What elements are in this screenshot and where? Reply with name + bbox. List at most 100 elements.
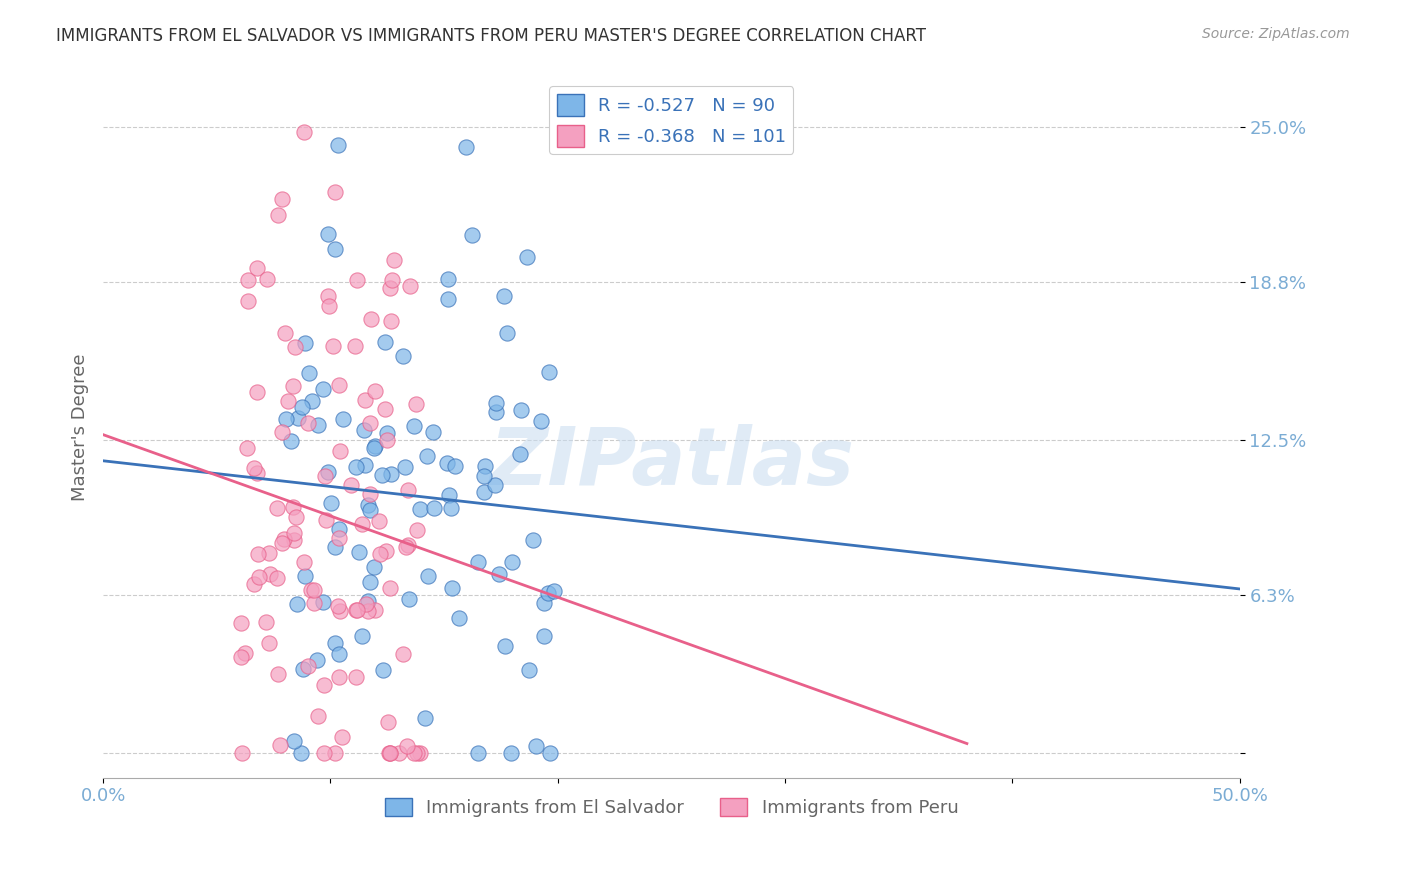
Point xyxy=(291,400,314,414)
Point xyxy=(357,604,380,618)
Point xyxy=(298,367,321,381)
Point xyxy=(485,405,508,419)
Text: IMMIGRANTS FROM EL SALVADOR VS IMMIGRANTS FROM PERU MASTER'S DEGREE CORRELATION : IMMIGRANTS FROM EL SALVADOR VS IMMIGRANT… xyxy=(56,27,927,45)
Point xyxy=(344,460,367,475)
Point xyxy=(357,594,380,608)
Point xyxy=(305,652,328,666)
Point xyxy=(375,426,398,441)
Point xyxy=(371,663,394,677)
Point xyxy=(284,340,307,354)
Point xyxy=(238,293,260,308)
Point xyxy=(499,746,522,760)
Point xyxy=(444,458,467,473)
Point xyxy=(291,662,314,676)
Point xyxy=(231,746,253,760)
Point xyxy=(271,425,294,439)
Point xyxy=(440,500,463,515)
Point xyxy=(363,559,385,574)
Point xyxy=(354,597,377,611)
Point xyxy=(522,533,544,548)
Point xyxy=(259,567,281,582)
Point xyxy=(363,441,385,455)
Point xyxy=(270,535,292,549)
Text: ZIPatlas: ZIPatlas xyxy=(489,424,853,501)
Point xyxy=(538,746,561,760)
Point xyxy=(526,739,548,753)
Point xyxy=(405,396,427,410)
Point xyxy=(266,500,288,515)
Point xyxy=(243,576,266,591)
Point xyxy=(328,647,350,661)
Point xyxy=(395,739,418,753)
Point xyxy=(307,709,329,723)
Point xyxy=(359,503,381,517)
Point xyxy=(485,395,508,409)
Point xyxy=(488,566,510,581)
Point xyxy=(416,568,439,582)
Point xyxy=(292,555,315,569)
Point xyxy=(496,326,519,341)
Point xyxy=(350,629,373,643)
Point xyxy=(516,250,538,264)
Point xyxy=(290,746,312,760)
Text: Source: ZipAtlas.com: Source: ZipAtlas.com xyxy=(1202,27,1350,41)
Point xyxy=(276,412,298,426)
Point xyxy=(332,730,354,744)
Point xyxy=(267,667,290,681)
Point xyxy=(281,500,304,514)
Point xyxy=(377,715,399,730)
Point xyxy=(346,273,368,287)
Point xyxy=(408,746,430,760)
Point xyxy=(374,402,396,417)
Point xyxy=(257,546,280,560)
Point xyxy=(315,513,337,527)
Point xyxy=(392,647,415,661)
Point xyxy=(364,603,387,617)
Point xyxy=(510,403,533,417)
Point xyxy=(312,382,335,396)
Point xyxy=(396,538,419,552)
Point xyxy=(328,671,350,685)
Point xyxy=(406,746,429,760)
Point xyxy=(423,501,446,516)
Point xyxy=(405,523,427,537)
Point xyxy=(326,599,349,614)
Point xyxy=(285,597,308,611)
Point xyxy=(314,746,336,760)
Point xyxy=(256,272,278,286)
Point xyxy=(360,311,382,326)
Point xyxy=(304,596,326,610)
Point xyxy=(375,543,398,558)
Point xyxy=(359,416,381,430)
Point xyxy=(364,439,387,453)
Point xyxy=(314,678,336,692)
Point xyxy=(254,615,277,630)
Point xyxy=(484,478,506,492)
Point xyxy=(368,514,391,528)
Point xyxy=(323,186,346,200)
Point xyxy=(307,418,329,433)
Point xyxy=(395,540,418,554)
Point xyxy=(416,449,439,463)
Point xyxy=(460,228,482,243)
Point xyxy=(368,547,391,561)
Point xyxy=(344,338,367,352)
Point xyxy=(353,458,375,472)
Y-axis label: Master's Degree: Master's Degree xyxy=(72,354,89,501)
Point xyxy=(236,442,259,456)
Point xyxy=(294,569,316,583)
Point xyxy=(530,415,553,429)
Point xyxy=(378,746,401,760)
Point xyxy=(287,411,309,425)
Point xyxy=(474,459,496,474)
Point xyxy=(538,365,561,379)
Point xyxy=(273,532,295,546)
Point xyxy=(533,629,555,643)
Point xyxy=(495,640,517,654)
Point xyxy=(517,663,540,677)
Point xyxy=(350,516,373,531)
Point xyxy=(537,585,560,599)
Point xyxy=(302,582,325,597)
Point xyxy=(382,252,405,267)
Point xyxy=(533,596,555,610)
